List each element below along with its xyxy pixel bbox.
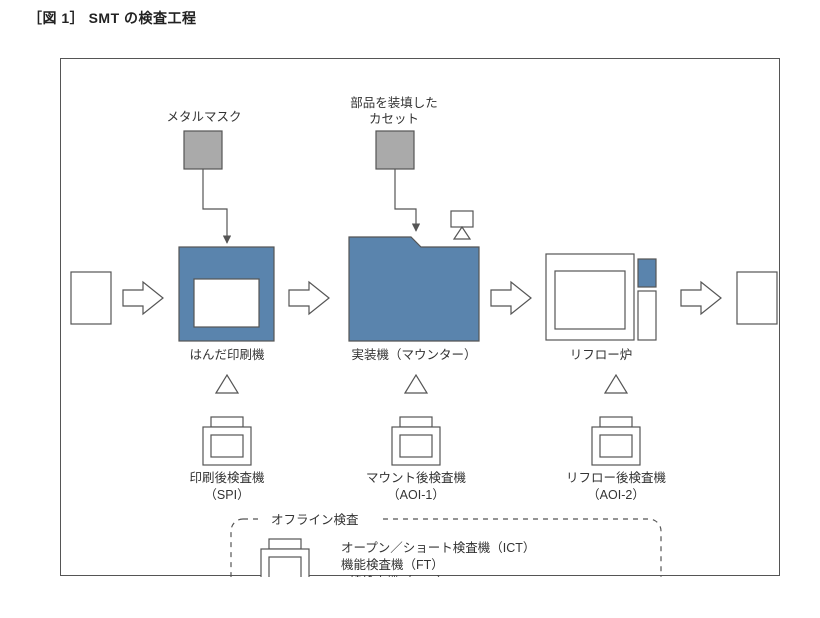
insp3-l2: （AOI-2） — [587, 488, 645, 502]
cassette-box — [376, 131, 414, 169]
insp2-l2: （AOI-1） — [387, 488, 445, 502]
offline-l3: X線検査機（XRT） — [341, 574, 449, 577]
triangle-1 — [216, 375, 238, 393]
reflow-label: リフロー炉 — [570, 348, 633, 362]
solder-printer — [179, 247, 274, 341]
insp1-l1: 印刷後検査機 — [189, 470, 265, 485]
arrow-2 — [289, 282, 329, 314]
offline-title: オフライン検査 — [271, 513, 359, 527]
cassette-arrow — [395, 169, 416, 231]
metal-mask-label: メタルマスク — [166, 110, 241, 124]
cassette-label-2: カセット — [369, 112, 419, 126]
triangle-3 — [605, 375, 627, 393]
offline-l2: 機能検査機（FT） — [341, 557, 444, 572]
insp3-l1: リフロー後検査機 — [566, 470, 667, 485]
offline-l1: オープン／ショート検査機（ICT） — [341, 540, 535, 555]
metal-mask-box — [184, 131, 222, 169]
arrow-4 — [681, 282, 721, 314]
printer-label: はんだ印刷機 — [189, 347, 265, 362]
offline-box: オフライン検査 オープン／ショート検査機（ICT） 機能検査機（FT） X線検査… — [231, 513, 661, 577]
arrow-3 — [491, 282, 531, 314]
mounter-label: 実装機（マウンター） — [351, 347, 476, 362]
diagram-svg: メタルマスク 部品を装填した カセット はんだ印刷機 — [61, 59, 781, 577]
diagram-frame: メタルマスク 部品を装填した カセット はんだ印刷機 — [60, 58, 780, 576]
insp2-l1: マウント後検査機 — [366, 470, 467, 485]
inspector-3-icon — [592, 417, 640, 465]
offline-inspector-icon — [261, 539, 309, 577]
reflow-oven — [546, 254, 656, 340]
inspector-1-icon — [203, 417, 251, 465]
metal-mask-arrow — [203, 169, 227, 243]
arrow-1 — [123, 282, 163, 314]
inspector-2-icon — [392, 417, 440, 465]
cassette-label-1: 部品を装填した — [350, 95, 438, 110]
triangle-2 — [405, 375, 427, 393]
figure-title: ［図 1］ SMT の検査工程 — [28, 8, 197, 28]
start-box — [71, 272, 111, 324]
insp1-l2: （SPI） — [204, 488, 249, 502]
end-box — [737, 272, 777, 324]
mounter — [349, 211, 479, 341]
